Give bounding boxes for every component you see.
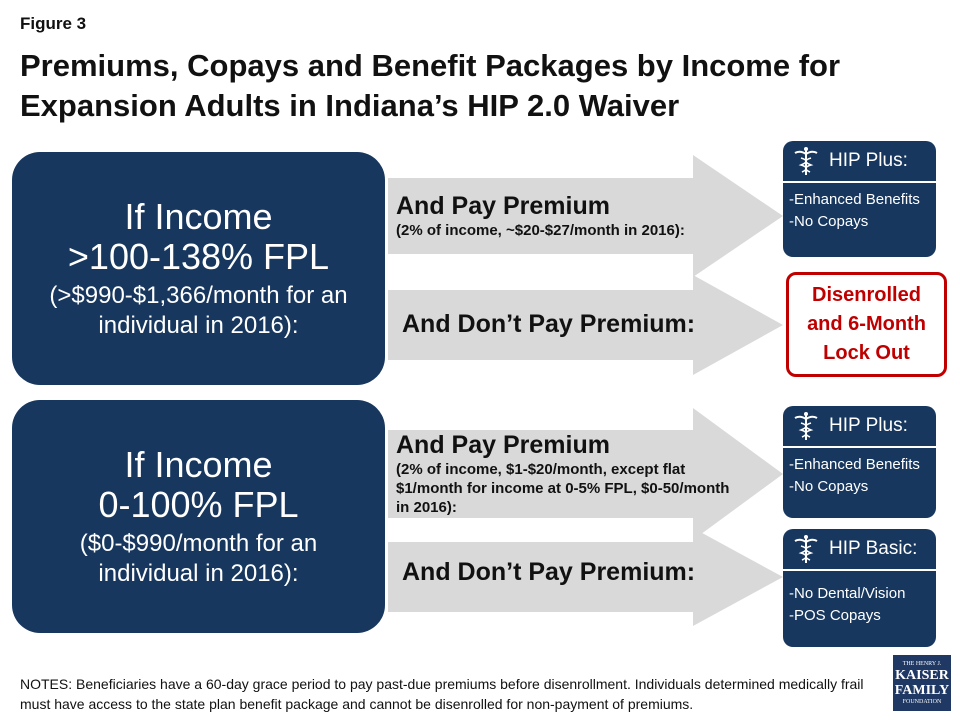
plan-name: HIP Plus: <box>829 150 908 171</box>
notes: NOTES: Beneficiaries have a 60-day grace… <box>20 676 864 712</box>
arrow-detail: (2% of income, $1-$20/month, except flat… <box>396 461 730 516</box>
plan-item: -No Copays <box>789 478 869 495</box>
plan-name: HIP Basic: <box>829 538 918 559</box>
income-box-label: If Income <box>124 443 273 485</box>
logo-line: THE HENRY J. <box>902 661 942 667</box>
plan-item: -Enhanced Benefits <box>789 456 920 473</box>
plan-item: -No Dental/Vision <box>789 585 906 602</box>
arrow-heading: And Don’t Pay Premium: <box>402 558 696 586</box>
dont-pay-premium-arrow: And Don’t Pay Premium: <box>388 275 783 375</box>
income-box-range: >100-138% FPL <box>67 235 330 277</box>
caduceus-icon <box>794 535 818 563</box>
arrow-detail: (2% of income, ~$20-$27/month in 2016): <box>396 222 685 239</box>
income-box-detail: (>$990-$1,366/month for an individual in… <box>49 281 348 339</box>
arrow-heading: And Don’t Pay Premium: <box>402 310 696 338</box>
income-box-range: 0-100% FPL <box>98 483 299 525</box>
caduceus-icon <box>794 147 818 175</box>
pay-premium-arrow: And Pay Premium (2% of income, $1-$20/mo… <box>388 408 783 540</box>
logo-line: FOUNDATION <box>902 699 942 705</box>
plan-item: -No Copays <box>789 213 869 230</box>
hip-plus-box: HIP Plus: -Enhanced Benefits -No Copays <box>783 141 936 257</box>
arrow-heading: And Pay Premium <box>396 192 610 220</box>
page-title: Premiums, Copays and Benefit Packages by… <box>20 48 841 123</box>
hip-plus-box: HIP Plus: -Enhanced Benefits -No Copays <box>783 406 936 518</box>
dont-pay-premium-arrow: And Don’t Pay Premium: <box>388 528 783 626</box>
income-box-detail: ($0-$990/month for an individual in 2016… <box>79 529 318 587</box>
figure-label: Figure 3 <box>20 14 87 33</box>
plan-name: HIP Plus: <box>829 415 908 436</box>
kff-logo: THE HENRY J. KAISER FAMILY FOUNDATION <box>893 655 951 711</box>
logo-line: FAMILY <box>894 683 950 698</box>
income-box-0-100: If Income 0-100% FPL ($0-$990/month for … <box>12 400 385 633</box>
logo-line: KAISER <box>895 668 949 683</box>
plan-item: -Enhanced Benefits <box>789 191 920 208</box>
income-box-100-138: If Income >100-138% FPL (>$990-$1,366/mo… <box>12 152 385 385</box>
hip-basic-box: HIP Basic: -No Dental/Vision -POS Copays <box>783 529 936 647</box>
pay-premium-arrow: And Pay Premium (2% of income, ~$20-$27/… <box>388 155 783 277</box>
income-box-label: If Income <box>124 195 273 237</box>
arrow-heading: And Pay Premium <box>396 431 610 459</box>
disenrolled-box: Disenrolled and 6-Month Lock Out <box>786 272 947 377</box>
caduceus-icon <box>794 412 818 440</box>
plan-item: -POS Copays <box>789 607 881 624</box>
disenrolled-text: Disenrolled and 6-Month Lock Out <box>807 284 926 364</box>
